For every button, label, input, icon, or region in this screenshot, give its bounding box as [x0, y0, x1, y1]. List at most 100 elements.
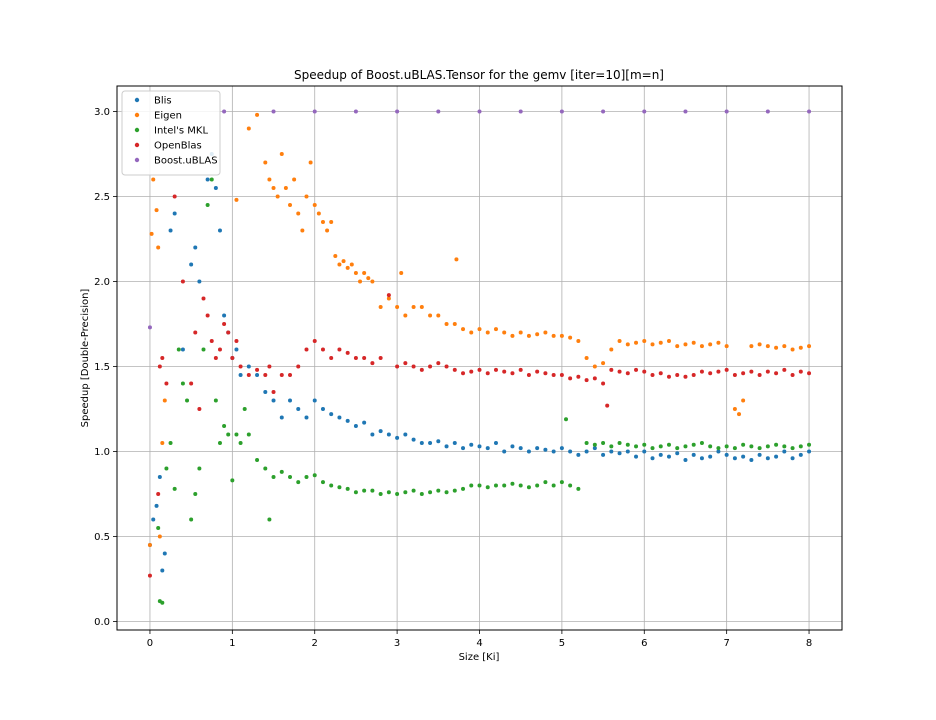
data-point — [304, 347, 309, 352]
y-tick-label: 2.0 — [94, 277, 110, 288]
data-point — [157, 534, 162, 539]
data-point — [790, 456, 795, 461]
data-point — [234, 432, 239, 437]
data-point — [157, 364, 162, 369]
data-point — [683, 109, 688, 114]
data-point — [234, 197, 239, 202]
x-tick-label: 1 — [229, 638, 235, 649]
data-point — [774, 371, 779, 376]
data-point — [724, 452, 729, 457]
data-point — [197, 407, 202, 411]
x-tick-label: 5 — [559, 638, 565, 649]
data-point — [650, 373, 655, 377]
y-tick-label: 1.5 — [94, 362, 110, 373]
data-point — [308, 160, 313, 165]
data-point — [370, 432, 375, 437]
data-point — [485, 446, 490, 451]
data-point — [510, 444, 515, 449]
data-point — [444, 444, 449, 449]
data-point — [320, 407, 325, 411]
data-point — [535, 446, 540, 451]
data-point — [222, 109, 227, 114]
data-point — [419, 305, 424, 309]
data-point — [246, 364, 251, 369]
x-tick-label: 0 — [147, 638, 153, 649]
data-point — [765, 456, 770, 461]
data-point — [518, 330, 523, 335]
data-point — [724, 444, 729, 449]
data-point — [205, 313, 210, 318]
data-point — [576, 486, 581, 491]
data-point — [147, 543, 152, 547]
data-point — [378, 492, 383, 496]
data-point — [510, 481, 515, 486]
data-point — [469, 330, 474, 335]
data-point — [345, 350, 350, 355]
data-point — [493, 327, 498, 332]
x-tick-label: 2 — [312, 638, 318, 649]
data-point — [403, 432, 408, 437]
data-point — [222, 313, 227, 318]
data-point — [436, 439, 441, 444]
data-point — [386, 293, 391, 298]
data-point — [395, 435, 400, 440]
data-point — [329, 412, 334, 417]
data-point — [411, 305, 416, 309]
data-point — [592, 364, 597, 369]
data-point — [304, 475, 309, 479]
data-point — [193, 245, 198, 250]
data-point — [790, 446, 795, 451]
data-point — [757, 342, 762, 347]
data-point — [160, 356, 165, 360]
data-point — [193, 330, 198, 335]
data-point — [255, 373, 260, 377]
data-point — [238, 364, 243, 369]
data-point — [197, 279, 202, 284]
data-point — [411, 488, 416, 493]
data-point — [296, 364, 301, 369]
data-point — [708, 342, 713, 347]
data-point — [666, 339, 671, 343]
legend-marker — [134, 157, 140, 163]
data-point — [502, 330, 507, 335]
data-point — [444, 490, 449, 495]
data-point — [798, 444, 803, 449]
data-point — [452, 441, 457, 445]
data-point — [477, 367, 482, 372]
data-point — [584, 356, 589, 360]
data-point — [271, 475, 276, 479]
data-point — [807, 344, 812, 349]
data-point — [263, 466, 268, 471]
data-point — [634, 454, 639, 459]
data-point — [699, 441, 704, 445]
axis-ticks: 0 1 2 3 4 5 6 7 8 0.0 0.5 1.0 1.5 2.0 2.5 3.0 — [94, 107, 812, 649]
data-point — [271, 186, 276, 190]
data-point — [749, 369, 754, 374]
data-point — [609, 444, 614, 449]
data-point — [353, 424, 358, 428]
data-point — [683, 444, 688, 449]
data-point — [333, 254, 338, 258]
data-point — [329, 220, 334, 224]
data-point — [162, 398, 167, 403]
data-point — [168, 228, 173, 233]
data-point — [164, 381, 169, 386]
data-point — [263, 390, 268, 394]
data-point — [226, 330, 231, 335]
data-point — [617, 369, 622, 374]
data-point — [296, 407, 301, 411]
data-point — [699, 369, 704, 374]
data-point — [699, 456, 704, 461]
data-point — [320, 220, 325, 224]
data-point — [543, 447, 548, 452]
data-point — [617, 441, 622, 445]
data-point — [209, 177, 214, 182]
data-point — [732, 407, 737, 411]
data-point — [559, 109, 564, 114]
data-point — [288, 373, 293, 377]
data-point — [485, 330, 490, 335]
legend-label: Eigen — [154, 111, 182, 122]
data-point — [395, 305, 400, 309]
legend-marker — [134, 97, 140, 103]
